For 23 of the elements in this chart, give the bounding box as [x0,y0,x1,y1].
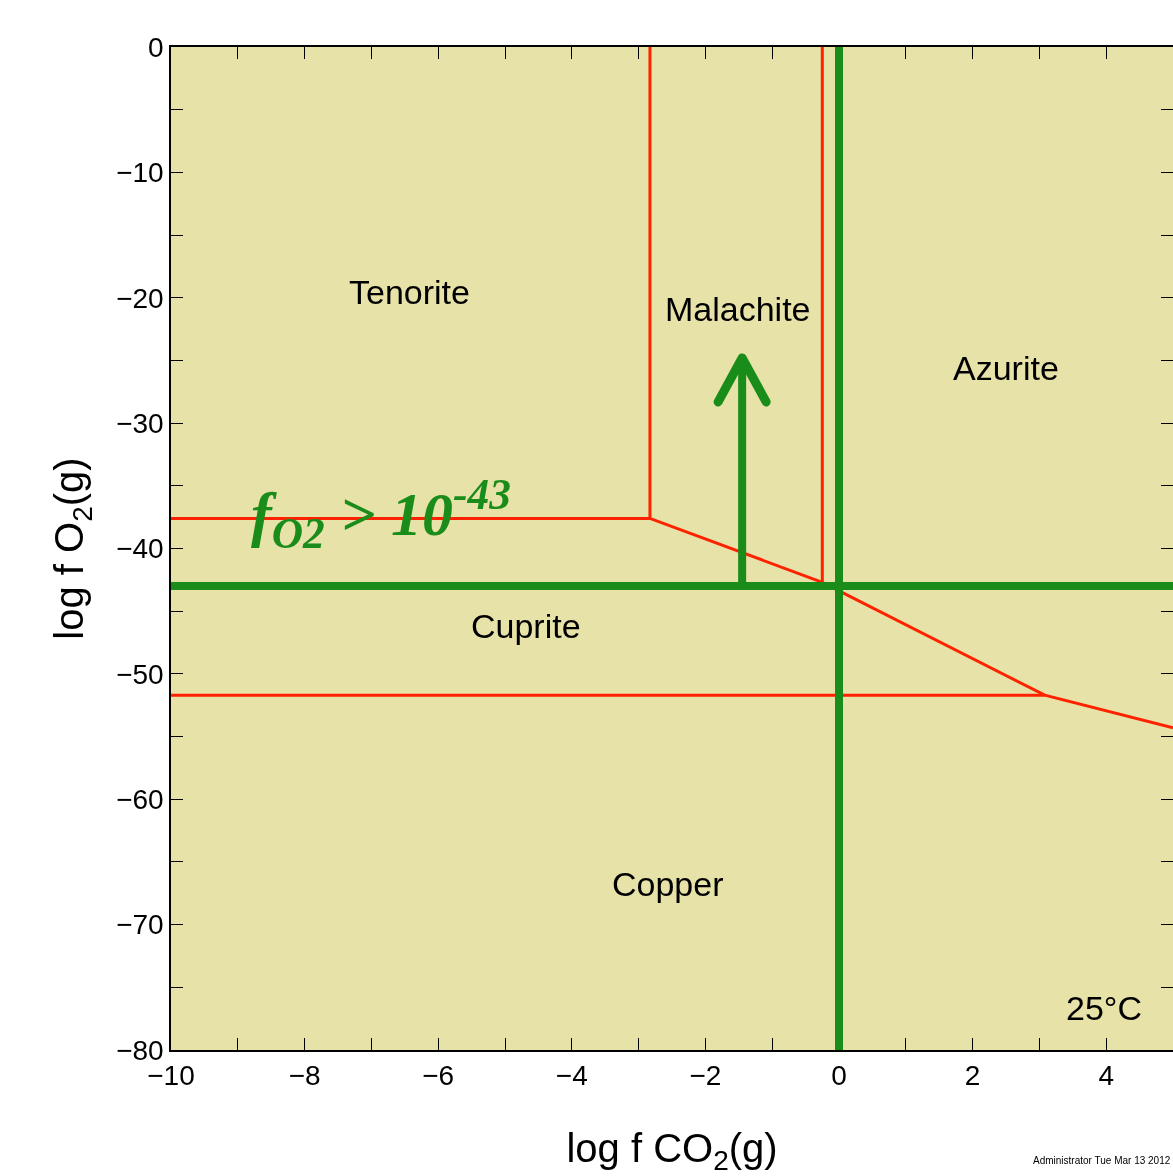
x-tick-label: 0 [831,1060,847,1092]
x-axis-title: log f CO$_{2}$(g) [566,1125,778,1176]
annotation: Tenorite [349,273,470,311]
x-tick-label: −6 [422,1060,455,1092]
y-tick-label: −60 [116,784,164,816]
x-tick-label: −8 [288,1060,321,1092]
annotation: 25°C [1066,989,1142,1027]
y-tick-label: −20 [116,282,164,314]
y-tick-label: −30 [116,407,164,439]
x-tick-label: 2 [964,1060,981,1092]
annotation: Azurite [953,349,1059,387]
x-tick-label: −2 [689,1060,722,1092]
x-tick-label: 4 [1098,1060,1114,1092]
y-tick-label: −10 [116,157,164,189]
annotation: Cuprite [471,607,581,645]
y-tick-label: −40 [116,533,164,565]
text: Administrator Tue Mar 13 2012 [1033,1155,1171,1166]
annotation: Copper [612,865,724,903]
annotation: Malachite [665,290,811,328]
y-tick-label: −50 [116,658,164,690]
x-tick-label: −4 [555,1060,588,1092]
y-tick-label: −70 [116,909,164,941]
y-tick-label: 0 [148,31,164,63]
